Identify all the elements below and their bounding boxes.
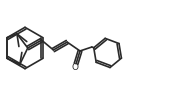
Text: O: O [72, 63, 79, 72]
